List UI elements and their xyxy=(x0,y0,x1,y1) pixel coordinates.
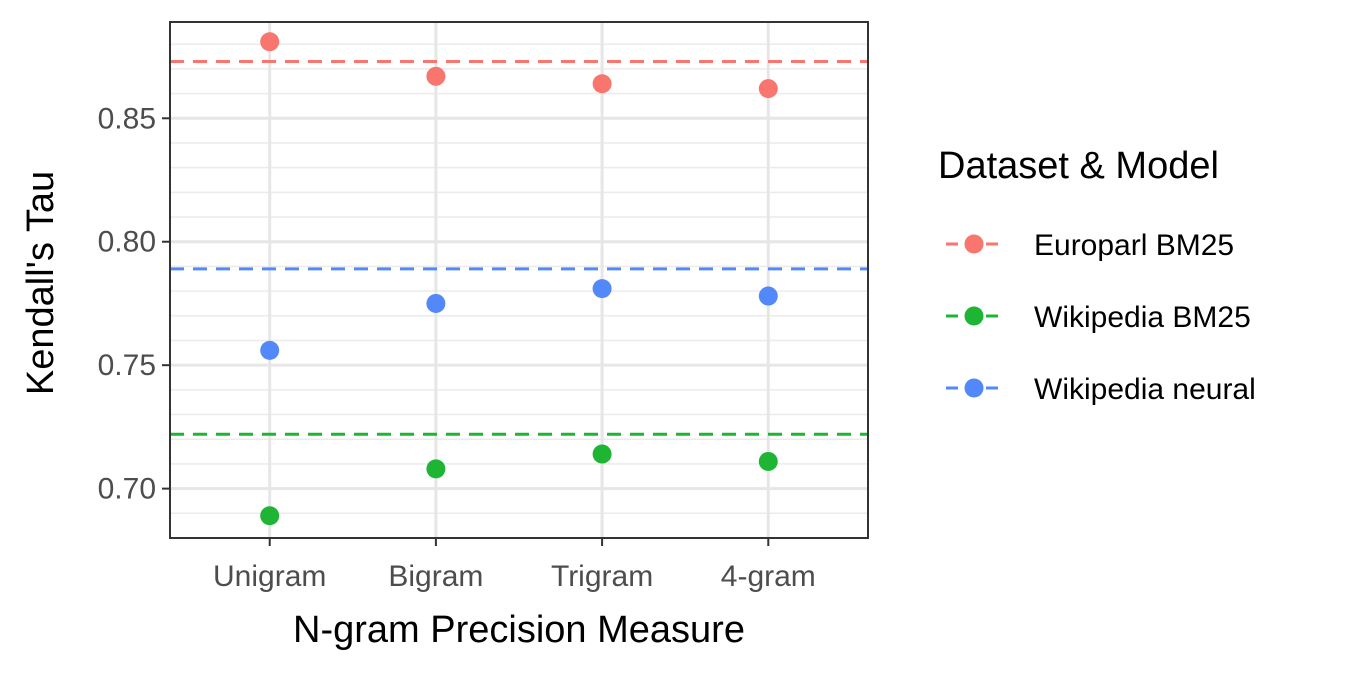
legend-key-point xyxy=(964,306,984,326)
plot-border xyxy=(169,21,869,539)
data-point-wikipedia-bm25-bigram xyxy=(426,459,446,479)
y-tick-label: 0.75 xyxy=(98,349,156,382)
x-tick-label: Bigram xyxy=(388,560,483,593)
legend-key-point xyxy=(964,234,984,254)
legend-key-point xyxy=(964,378,984,398)
legend-label: Wikipedia neural xyxy=(1034,373,1256,406)
data-point-wikipedia-neural-unigram xyxy=(260,340,280,360)
y-tick-label: 0.70 xyxy=(98,473,156,506)
x-tick-label: Unigram xyxy=(213,560,326,593)
data-point-wikipedia-neural-trigram xyxy=(592,279,612,299)
axis-layer: 0.70 0.75 0.80 0.85 Unigram Bigram Trigram 4-gr… xyxy=(98,102,816,593)
data-point-europarl-bm25-4-gram xyxy=(758,79,778,99)
y-axis-title: Kendall's Tau xyxy=(20,171,62,395)
data-point-wikipedia-neural-4-gram xyxy=(758,286,778,306)
legend-item-wikipedia-neural: Wikipedia neural xyxy=(946,373,1256,406)
data-point-wikipedia-bm25-trigram xyxy=(592,444,612,464)
legend-label: Wikipedia BM25 xyxy=(1034,301,1251,334)
x-axis-title: N-gram Precision Measure xyxy=(293,609,745,651)
x-tick-label: Trigram xyxy=(551,560,653,593)
point-layer xyxy=(260,32,778,526)
grid-layer xyxy=(170,22,868,539)
data-point-wikipedia-neural-bigram xyxy=(426,293,446,313)
legend-title: Dataset & Model xyxy=(938,145,1219,187)
data-point-wikipedia-bm25-4-gram xyxy=(758,451,778,471)
data-point-wikipedia-bm25-unigram xyxy=(260,506,280,526)
data-point-europarl-bm25-trigram xyxy=(592,74,612,94)
legend-label: Europarl BM25 xyxy=(1034,229,1234,262)
legend-item-wikipedia-bm25: Wikipedia BM25 xyxy=(946,301,1251,334)
legend-items: Europarl BM25 Wikipedia BM25 Wikipedia neu… xyxy=(946,229,1256,406)
y-tick-label: 0.85 xyxy=(98,102,156,135)
legend-item-europarl-bm25: Europarl BM25 xyxy=(946,229,1234,262)
data-point-europarl-bm25-bigram xyxy=(426,66,446,86)
plot-panel xyxy=(170,22,868,538)
legend: Dataset & Model Europarl BM25 Wikipedia B… xyxy=(938,145,1256,406)
data-point-europarl-bm25-unigram xyxy=(260,32,280,52)
x-tick-label: 4-gram xyxy=(721,560,816,593)
baseline-layer xyxy=(170,60,868,436)
y-tick-label: 0.80 xyxy=(98,226,156,259)
